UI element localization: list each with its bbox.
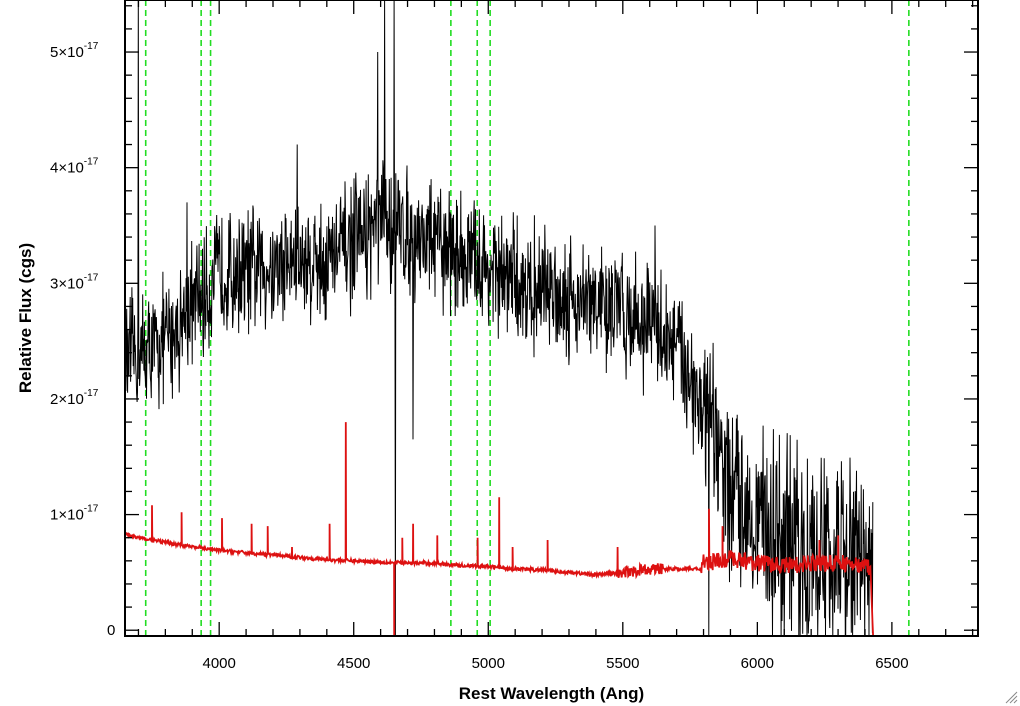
y-tick-mantissa: 2×10 xyxy=(50,391,84,408)
y-tick-mantissa: 3×10 xyxy=(50,275,84,292)
y-tick-exponent: -17 xyxy=(84,388,99,399)
y-tick-label: 2×10-17 xyxy=(50,388,99,408)
model-spectrum-line xyxy=(124,422,978,637)
x-tick-label: 6000 xyxy=(741,655,774,672)
observed-spectrum-line xyxy=(124,0,874,637)
axis-ticks xyxy=(125,0,978,636)
resize-grip-icon[interactable] xyxy=(1004,690,1018,704)
x-tick-label: 4000 xyxy=(202,655,235,672)
y-tick-label: 0 xyxy=(107,622,115,639)
y-tick-exponent: -17 xyxy=(84,157,99,168)
y-tick-exponent: -17 xyxy=(84,504,99,515)
reference-lines xyxy=(144,0,910,636)
y-axis-title: Relative Flux (cgs) xyxy=(16,243,35,393)
y-tick-mantissa: 5×10 xyxy=(50,44,84,61)
series-layer xyxy=(124,0,978,637)
y-tick-exponent: -17 xyxy=(84,41,99,52)
y-tick-label: 4×10-17 xyxy=(50,157,99,177)
x-tick-label: 5500 xyxy=(606,655,639,672)
x-tick-label: 5000 xyxy=(472,655,505,672)
tick-labels: 4000 4500 5000 5500 6000 650001×10-172×10-173… xyxy=(50,41,909,672)
y-tick-label: 5×10-17 xyxy=(50,41,99,61)
y-tick-label: 1×10-17 xyxy=(50,504,99,524)
y-tick-mantissa: 1×10 xyxy=(50,507,84,524)
x-tick-label: 4500 xyxy=(337,655,370,672)
y-tick-label: 3×10-17 xyxy=(50,272,99,292)
y-tick-mantissa: 4×10 xyxy=(50,160,84,177)
y-tick-exponent: -17 xyxy=(84,272,99,283)
x-tick-label: 6500 xyxy=(875,655,908,672)
plot-frame xyxy=(124,0,979,637)
x-axis-title: Rest Wavelength (Ang) xyxy=(459,684,644,703)
